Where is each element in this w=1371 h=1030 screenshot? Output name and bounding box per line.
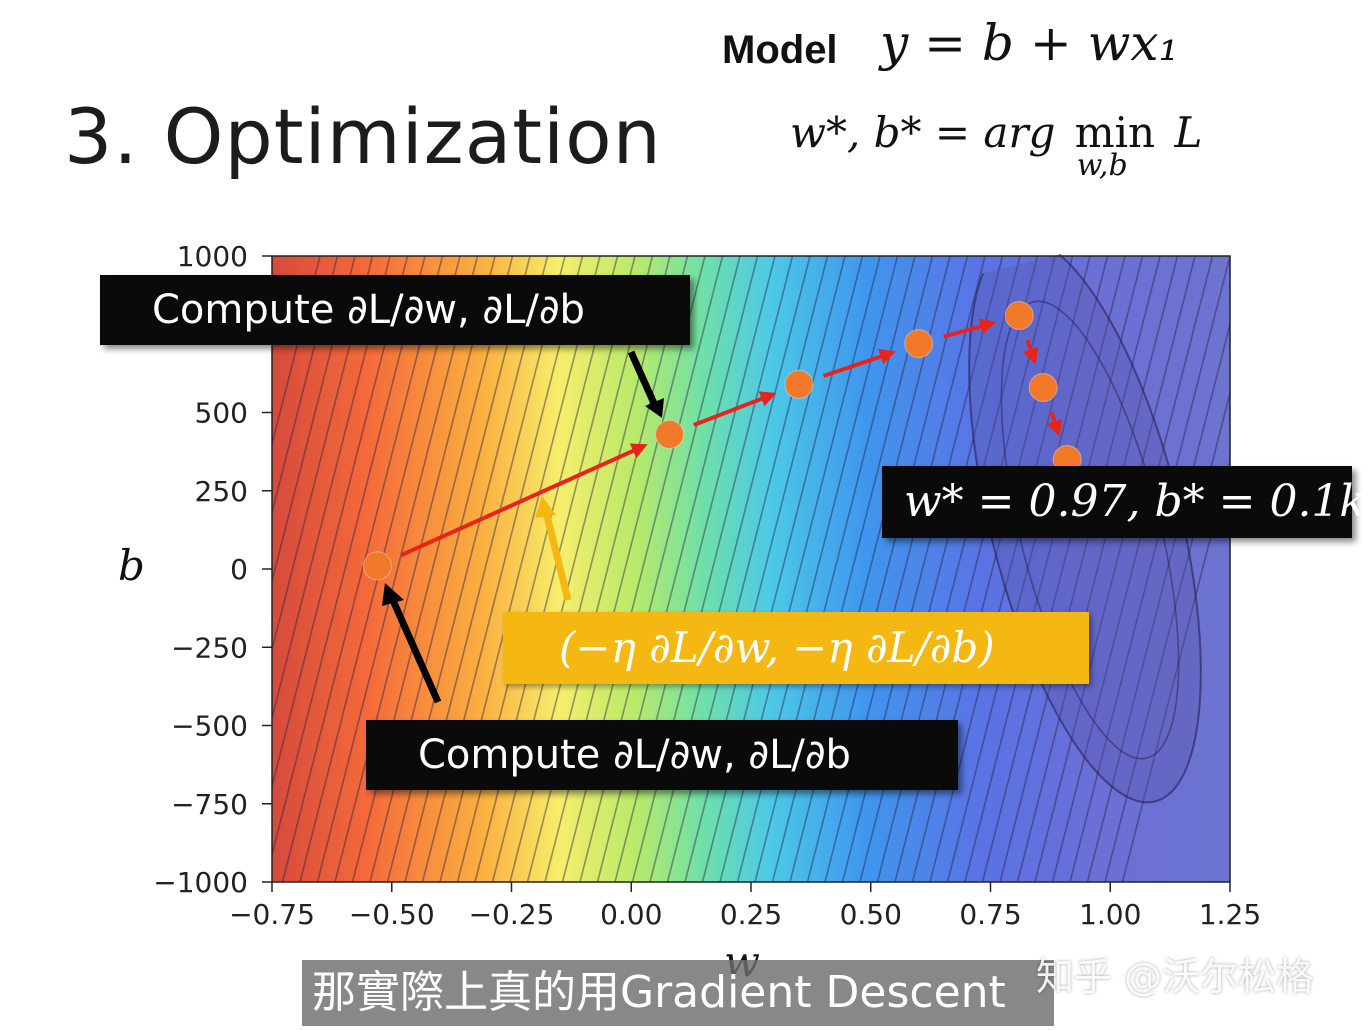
x-tick-label: 1.25: [1199, 898, 1261, 931]
contour-line: [1034, 256, 1196, 882]
slide-title: 3. Optimization: [64, 92, 662, 181]
compute-gradient-callout-bottom: Compute ∂L/∂w, ∂L/∂b: [366, 720, 958, 790]
contour-line: [316, 256, 479, 882]
descent-step-arrowhead: [878, 348, 896, 365]
descent-step-arrowhead: [978, 318, 997, 334]
contour-line: [981, 256, 1144, 882]
x-tick-label: 1.00: [1079, 898, 1141, 931]
contour-line: [281, 256, 444, 882]
contour-line: [964, 256, 1126, 882]
descent-point: [362, 551, 392, 581]
descent-step-arrowhead: [1022, 346, 1039, 365]
objective-rhs: L: [1161, 108, 1203, 157]
annotation-arrows: [382, 350, 664, 704]
descent-point: [904, 329, 934, 359]
x-tick-label: −0.75: [229, 898, 315, 931]
descent-point: [784, 369, 814, 399]
contour-line: [272, 256, 426, 858]
descent-step-line: [943, 322, 988, 339]
result-callout: w* = 0.97, b* = 0.1k: [882, 466, 1366, 538]
x-tick-label: 0.00: [600, 898, 662, 931]
contour-line: [334, 256, 496, 882]
objective-equation: w*, b* = arg min w,b L: [790, 108, 1203, 183]
arrow-head-top: [645, 398, 664, 418]
model-label: Model: [722, 28, 838, 72]
arrow-head-update: [535, 496, 556, 518]
descent-point: [1028, 372, 1058, 402]
x-tick-label: 0.75: [959, 898, 1021, 931]
min-operator: min w,b: [1074, 108, 1156, 183]
x-tick-label: 0.50: [840, 898, 902, 931]
arrow-update-step: [542, 511, 572, 601]
y-tick-label: 500: [195, 397, 248, 430]
contour-line: [272, 256, 391, 721]
y-tick-label: −250: [171, 631, 248, 664]
descent-step-line: [693, 394, 768, 427]
y-tick-label: −1000: [153, 866, 248, 899]
x-tick-label: −0.50: [349, 898, 435, 931]
update-step-callout: (−η ∂L/∂w, −η ∂L/∂b): [503, 612, 1089, 684]
contour-line: [272, 256, 321, 448]
contour-line: [1104, 389, 1230, 882]
y-tick-label: −500: [171, 710, 248, 743]
contour-line: [1016, 256, 1179, 882]
y-axis: 1000 500 250 0 −250 −500 −750 −1000: [153, 240, 272, 899]
descent-point: [655, 419, 685, 449]
contour-line: [272, 256, 339, 516]
y-tick-label: 0: [230, 553, 248, 586]
descent-step-line: [400, 446, 640, 558]
x-axis: −0.75 −0.50 −0.25 0.00 0.25 0.50 0.75 1.00 1.25: [229, 882, 1261, 931]
descent-path: [362, 300, 1082, 581]
min-text: min: [1074, 108, 1156, 157]
contour-line: [1121, 458, 1230, 882]
video-subtitle: 那實際上真的用Gradient Descent: [302, 960, 1054, 1026]
descent-step-arrowhead: [758, 391, 777, 407]
descent-point: [1004, 300, 1034, 330]
descent-step-arrowhead: [1046, 418, 1063, 437]
model-equation: y = b + wx₁: [880, 14, 1179, 72]
min-subscript: w,b: [1076, 148, 1128, 183]
contour-line: [1051, 256, 1214, 882]
contour-line: [1069, 256, 1230, 882]
contour-line: [272, 256, 374, 653]
compute-gradient-callout-top: Compute ∂L/∂w, ∂L/∂b: [100, 275, 690, 345]
y-tick-label: 250: [195, 475, 248, 508]
contour-line: [1086, 321, 1230, 882]
x-tick-label: 0.25: [720, 898, 782, 931]
arrow-head-bottom: [382, 583, 404, 606]
arrow-to-second-point: [627, 350, 661, 412]
contour-line: [999, 256, 1161, 882]
y-tick-label: 1000: [177, 240, 248, 273]
descent-step-line: [822, 352, 888, 378]
contour-line: [272, 256, 409, 790]
watermark: 知乎 @沃尔松格: [1036, 955, 1315, 999]
y-axis-label: b: [118, 541, 145, 590]
objective-lhs: w*, b* = arg: [790, 108, 1069, 157]
arrow-to-start-point: [388, 596, 442, 704]
y-tick-label: −750: [171, 788, 248, 821]
descent-step-arrowhead: [629, 443, 648, 459]
contour-line: [272, 256, 356, 584]
x-tick-label: −0.25: [469, 898, 555, 931]
